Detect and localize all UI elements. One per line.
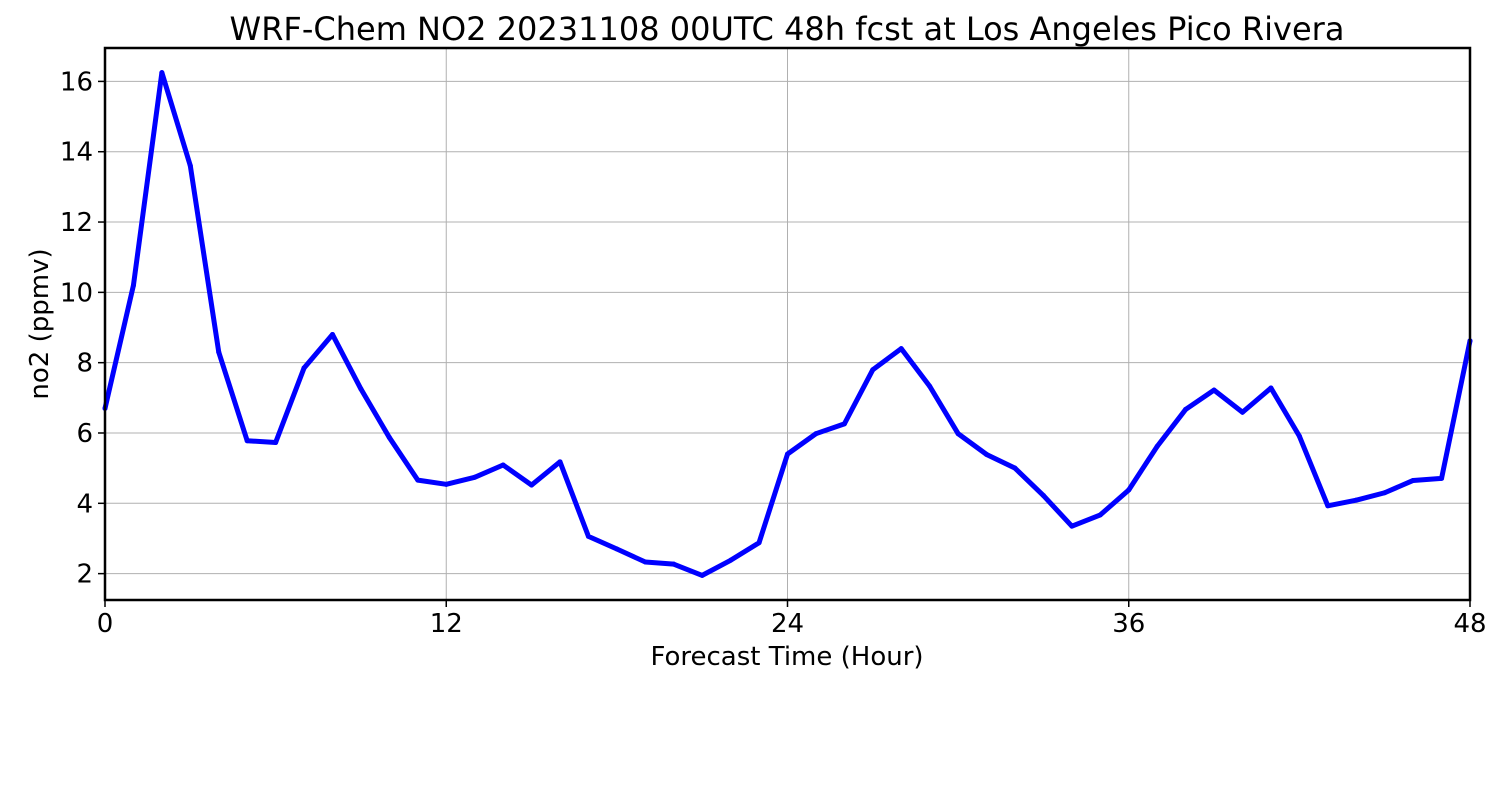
y-tick-label: 10: [60, 278, 93, 308]
x-tick-label: 48: [1453, 609, 1486, 639]
data-point: [1040, 493, 1046, 499]
data-point: [1353, 497, 1359, 503]
data-point: [898, 346, 904, 352]
data-point: [1240, 409, 1245, 415]
data-point: [1069, 523, 1075, 529]
grid: [104, 48, 1471, 600]
data-point: [415, 477, 421, 483]
series-layer: [102, 70, 1473, 578]
data-point: [1382, 490, 1388, 496]
data-point: [614, 546, 620, 552]
y-tick-label: 12: [60, 208, 93, 238]
data-point: [216, 349, 222, 355]
data-point: [187, 163, 193, 169]
data-point: [244, 438, 250, 444]
data-point: [841, 421, 847, 427]
data-point: [1154, 443, 1160, 449]
data-point: [330, 332, 335, 338]
y-tick-label: 8: [76, 349, 93, 379]
data-point: [699, 572, 705, 578]
x-tick-label: 36: [1112, 609, 1145, 639]
data-point: [1325, 503, 1331, 509]
x-tick-label: 24: [771, 609, 804, 639]
data-point: [500, 462, 506, 468]
data-point: [301, 365, 307, 371]
data-point: [159, 70, 165, 76]
data-point: [1211, 387, 1217, 393]
data-point: [130, 282, 136, 288]
data-point: [642, 559, 648, 565]
y-tick-label: 14: [60, 138, 93, 168]
y-tick-label: 6: [76, 419, 93, 449]
x-tick-label: 0: [97, 609, 114, 639]
data-point: [927, 383, 933, 389]
data-point: [1183, 406, 1189, 412]
data-point: [813, 431, 819, 437]
data-point: [273, 439, 279, 445]
data-point: [472, 474, 478, 480]
chart-title: WRF-Chem NO2 20231108 00UTC 48h fcst at …: [230, 10, 1345, 48]
data-point: [955, 431, 961, 437]
y-tick-label: 2: [76, 560, 93, 590]
data-point: [1126, 487, 1132, 493]
data-point: [1296, 433, 1302, 439]
data-point: [358, 386, 364, 392]
x-axis-label: Forecast Time (Hour): [650, 642, 923, 672]
data-point: [529, 482, 535, 488]
data-point: [671, 561, 677, 567]
data-point: [870, 367, 876, 373]
data-point: [785, 451, 790, 457]
data-point: [585, 533, 591, 539]
data-point: [1268, 385, 1274, 391]
data-point: [1439, 475, 1445, 481]
data-point: [1097, 512, 1103, 518]
data-point: [756, 540, 762, 546]
y-tick-label: 4: [76, 489, 93, 519]
data-point: [443, 481, 449, 487]
data-point: [386, 435, 392, 441]
y-axis-label: no2 (ppmv): [25, 248, 55, 399]
x-tick-label: 12: [430, 609, 463, 639]
y-tick-label: 16: [60, 67, 93, 97]
data-point: [728, 557, 734, 563]
data-point: [1410, 477, 1416, 483]
data-point: [1012, 465, 1018, 471]
data-point: [557, 459, 563, 465]
data-point: [984, 451, 990, 457]
